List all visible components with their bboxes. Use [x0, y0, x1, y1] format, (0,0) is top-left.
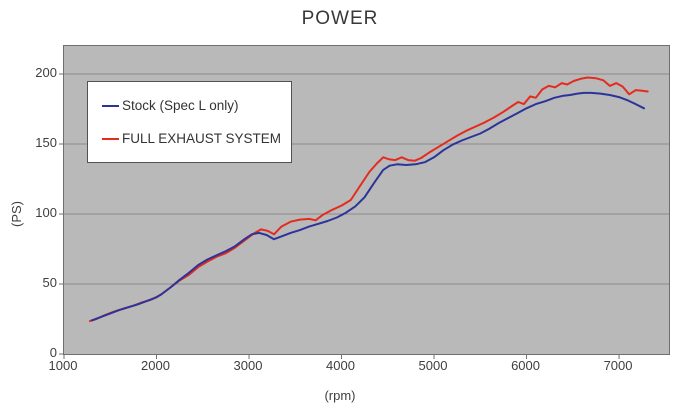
- series-line-stock-spec-l-only-: [90, 91, 645, 322]
- x-tick-label: 4000: [326, 358, 355, 373]
- y-tick-label: 200: [35, 65, 57, 80]
- legend-label-full-exhaust: FULL EXHAUST SYSTEM: [122, 131, 282, 146]
- legend-swatch-stock-line: [102, 104, 119, 107]
- legend: Stock (Spec L only) FULL EXHAUST SYSTEM: [87, 81, 292, 163]
- x-tick-label: 1000: [48, 358, 78, 373]
- plot-canvas: [59, 73, 669, 359]
- x-tick-label: 2000: [141, 358, 170, 373]
- x-tick-label: 7000: [603, 358, 633, 373]
- legend-label-stock: Stock (Spec L only): [122, 98, 239, 113]
- x-axis-label: (rpm): [324, 388, 356, 403]
- x-tick-label: 3000: [233, 358, 263, 373]
- x-tick-label: 5000: [418, 358, 448, 373]
- x-tick-label: 6000: [511, 358, 540, 373]
- legend-swatch-full-exhaust-line: [102, 137, 119, 140]
- series-line-full-exhaust-system: [88, 76, 649, 323]
- y-tick-label: 150: [35, 135, 57, 150]
- y-tick-label: 50: [42, 275, 57, 290]
- y-tick-label: 0: [49, 345, 57, 360]
- legend-item-full-exhaust: FULL EXHAUST SYSTEM: [88, 131, 291, 146]
- chart-title: POWER: [301, 8, 379, 29]
- y-tick-label: 100: [35, 205, 57, 220]
- legend-item-stock: Stock (Spec L only): [88, 98, 291, 113]
